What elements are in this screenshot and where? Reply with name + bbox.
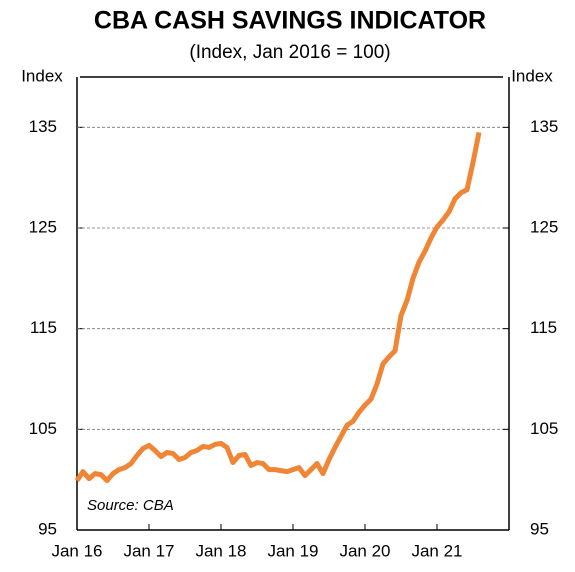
- y2-tick-label: 105: [530, 419, 558, 438]
- data-line: [74, 131, 482, 484]
- x-tick-label: Jan 16: [51, 541, 102, 560]
- x-tick-label: Jan 19: [267, 541, 318, 560]
- y-tick-label: 105: [29, 419, 57, 438]
- y2-tick-label: 115: [530, 318, 557, 337]
- y-tick-label: 125: [29, 217, 57, 236]
- source-note: Source: CBA: [87, 497, 174, 514]
- x-tick-label: Jan 17: [123, 541, 174, 560]
- y-tick-label: 115: [30, 318, 57, 337]
- x-tick-label: Jan 18: [195, 541, 246, 560]
- y2-tick-label: 95: [530, 519, 549, 538]
- y2-axis-label: Index: [511, 66, 553, 85]
- chart-subtitle: (Index, Jan 2016 = 100): [189, 42, 390, 63]
- chart-title: CBA CASH SAVINGS INDICATOR: [94, 7, 486, 35]
- y-axis-label: Index: [21, 66, 63, 85]
- x-tick-label: Jan 21: [411, 541, 462, 560]
- y-tick-label: 95: [38, 519, 57, 538]
- y2-tick-label: 125: [530, 217, 558, 236]
- y2-tick-label: 135: [530, 117, 558, 136]
- y-tick-label: 135: [29, 117, 57, 136]
- x-tick-label: Jan 20: [339, 541, 390, 560]
